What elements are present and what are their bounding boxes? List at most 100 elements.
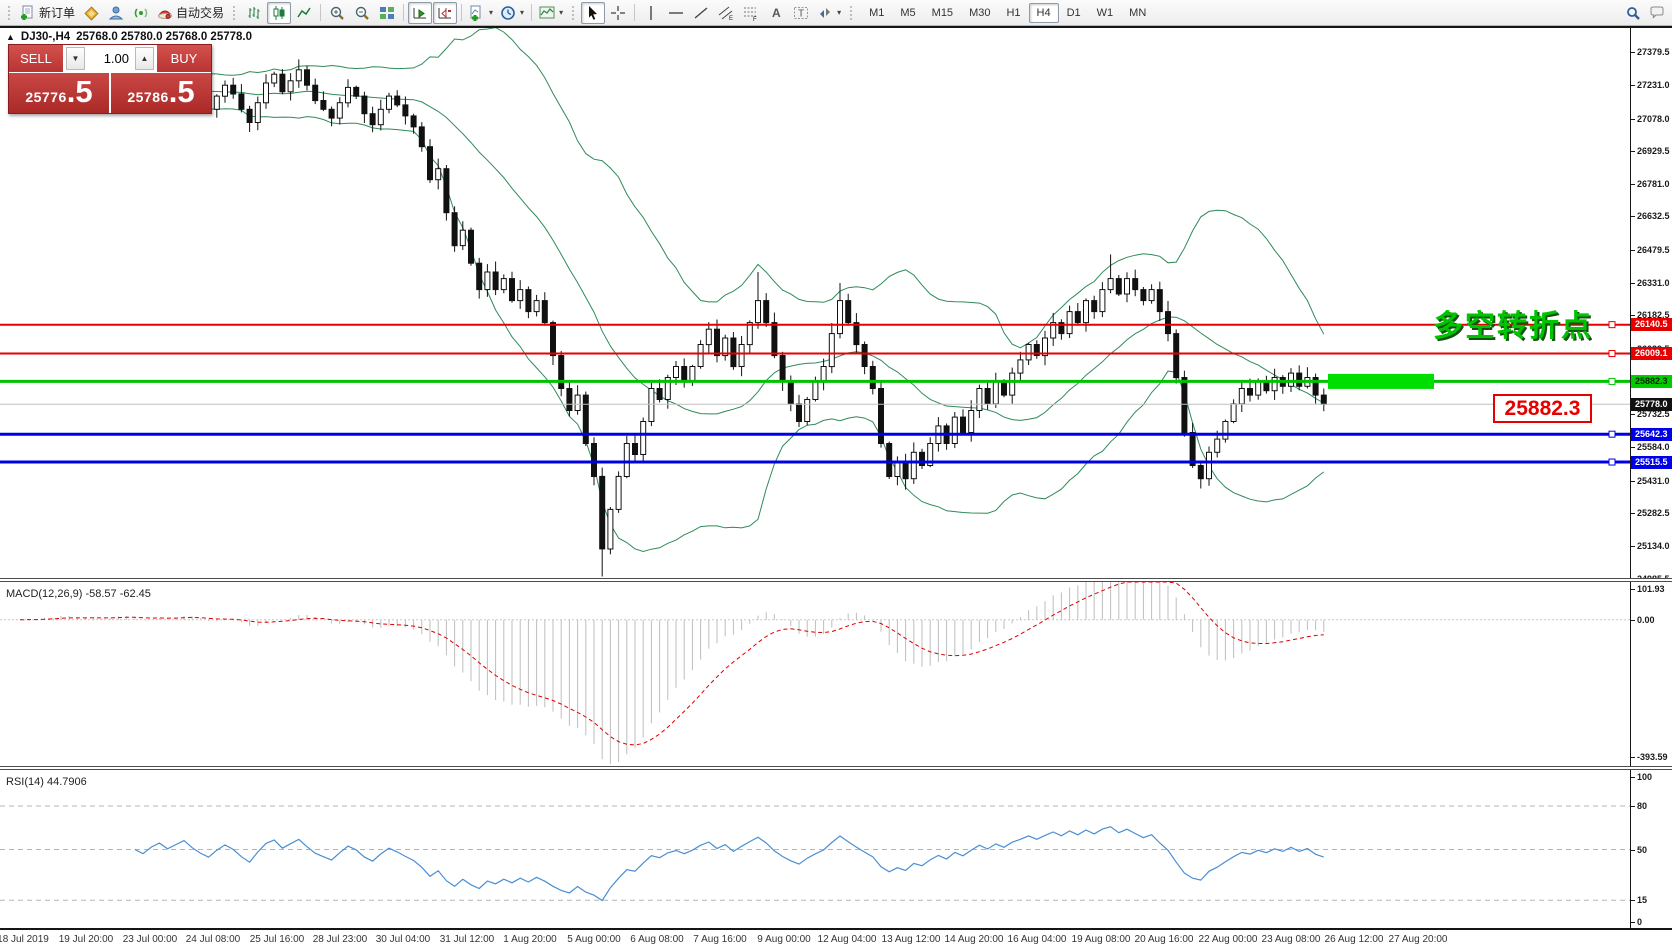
line-anchor[interactable] [1608, 377, 1616, 385]
buy-button[interactable]: BUY [156, 45, 211, 72]
line-anchor[interactable] [1608, 458, 1616, 466]
candle-body [927, 443, 934, 466]
timeframe-W1[interactable]: W1 [1096, 6, 1114, 19]
candle-body [435, 168, 442, 181]
price-tick-label: 26929.5 [1631, 146, 1670, 156]
text-a-icon: A [772, 6, 781, 20]
main-chart-pane[interactable]: ▲ DJ30-,H4 25768.0 25780.0 25768.0 25778… [0, 28, 1630, 578]
pane-separator[interactable] [0, 578, 1672, 582]
trendline-button[interactable] [689, 2, 713, 24]
bollinger-middle [175, 89, 1325, 421]
timeframe-M1[interactable]: M1 [869, 6, 885, 19]
line-anchor[interactable] [1608, 430, 1616, 438]
price-tick-label: 26479.5 [1631, 245, 1670, 255]
macd-pane[interactable]: MACD(12,26,9) -58.57 -62.45 [0, 582, 1630, 766]
candle-body [1197, 465, 1204, 480]
sell-price[interactable]: 25776.5 [9, 73, 111, 113]
candle-body [541, 300, 548, 324]
candle-body [869, 366, 876, 389]
time-axis[interactable]: 18 Jul 2019 19 Jul 20:00 23 Jul 00:00 24 Ju… [0, 928, 1672, 950]
timeframe-MN[interactable]: MN [1129, 6, 1147, 19]
arrows-icon [820, 7, 831, 18]
timeframe-toolbar: M1 M5 M15 M30 H1 H4 D1 W1 MN [861, 2, 1154, 23]
macd-label: MACD(12,26,9) -58.57 -62.45 [6, 588, 151, 600]
candle-body [1009, 372, 1016, 396]
turning-point-annotation[interactable]: 多空转折点 [1433, 310, 1593, 343]
timeframe-M15[interactable]: M15 [931, 6, 954, 19]
cursor-button[interactable] [581, 1, 606, 24]
chart-shift-button[interactable] [433, 1, 458, 24]
candle-body [312, 84, 319, 102]
candle-body [615, 475, 622, 510]
dropdown-caret-icon: ▾ [559, 8, 564, 17]
autotrading-icon [158, 10, 173, 19]
macd-axis-label: 0.00 [1631, 615, 1655, 625]
candle-body [1263, 381, 1270, 392]
toolbar-grip[interactable] [232, 4, 238, 21]
new-order-button[interactable]: 新订单 [17, 2, 78, 24]
price-tick-label: 27231.0 [1631, 80, 1670, 90]
candle-body [648, 388, 655, 422]
timeframe-M5[interactable]: M5 [900, 6, 916, 19]
highlight-band[interactable] [1328, 373, 1434, 389]
search-button[interactable] [1621, 2, 1645, 24]
indicators-button[interactable]: ▾ [466, 2, 496, 24]
date-label: 24 Jul 08:00 [185, 934, 241, 945]
price-annotation-box[interactable]: 25882.3 [1493, 394, 1592, 423]
periods-button[interactable]: ▾ [497, 2, 527, 24]
toolbar-grip[interactable] [849, 4, 855, 21]
candle-body [517, 289, 524, 302]
buy-price[interactable]: 25786.5 [111, 73, 211, 113]
zoom-in-button[interactable] [325, 2, 349, 24]
candle-body [886, 443, 893, 477]
fibonacci-button[interactable]: F [739, 2, 763, 24]
price-chart[interactable] [0, 28, 1630, 578]
signals-button[interactable] [129, 2, 153, 24]
candlestick-chart-button[interactable] [267, 1, 292, 24]
sell-price-pip: .5 [66, 74, 93, 109]
chat-button[interactable] [1645, 2, 1669, 24]
line-anchor[interactable] [1608, 321, 1616, 329]
toolbar-grip[interactable] [571, 4, 577, 21]
candle-body [525, 289, 532, 313]
vertical-line-button[interactable] [639, 2, 663, 24]
candle-body [369, 113, 376, 126]
templates-button[interactable]: ▾ [536, 2, 566, 24]
arrows-button[interactable]: ▾ [814, 2, 844, 24]
rsi-pane[interactable]: RSI(14) 44.7906 [0, 770, 1630, 928]
one-click-collapse-icon[interactable]: ▲ [6, 32, 15, 42]
bar-chart-button[interactable] [242, 2, 266, 24]
macd-axis[interactable]: 101.93 0.00 -393.59 [1630, 582, 1672, 766]
timeframe-H4[interactable]: H4 [1028, 2, 1059, 23]
toolbar-grip[interactable] [7, 4, 12, 21]
equidistant-channel-button[interactable]: E [714, 2, 738, 24]
tile-windows-button[interactable] [375, 2, 399, 24]
volume-decrease-button[interactable]: ▼ [66, 47, 85, 70]
price-axis[interactable]: 27379.5 27231.0 27078.0 26929.5 26781.0 26632… [1630, 28, 1672, 584]
line-anchor[interactable] [1608, 350, 1616, 358]
text-label-button[interactable]: T [789, 2, 813, 24]
timeframe-D1[interactable]: D1 [1066, 6, 1081, 19]
rsi-chart[interactable] [0, 770, 1630, 928]
candle-body [919, 451, 925, 466]
navigator-button[interactable] [104, 2, 128, 24]
line-chart-button[interactable] [292, 2, 316, 24]
horizontal-line-button[interactable] [664, 2, 688, 24]
candle-body [697, 344, 704, 367]
market-watch-button[interactable] [79, 2, 103, 24]
auto-scroll-button[interactable] [408, 1, 433, 24]
timeframe-H1[interactable]: H1 [1006, 6, 1021, 19]
macd-chart[interactable] [0, 582, 1630, 766]
timeframe-M30[interactable]: M30 [969, 6, 991, 19]
volume-increase-button[interactable]: ▲ [135, 47, 154, 70]
zoom-out-button[interactable] [350, 2, 374, 24]
volume-input[interactable] [87, 45, 133, 72]
crosshair-button[interactable] [606, 2, 630, 24]
text-button[interactable]: A [764, 2, 788, 24]
sell-button[interactable]: SELL [9, 45, 64, 72]
rsi-axis[interactable]: 100 80 50 15 0 [1630, 770, 1672, 928]
pane-separator[interactable] [0, 766, 1672, 770]
date-label: 7 Aug 16:00 [693, 934, 747, 945]
sell-price-main: 25776 [25, 89, 67, 105]
autotrading-button[interactable]: 自动交易 [154, 2, 227, 24]
